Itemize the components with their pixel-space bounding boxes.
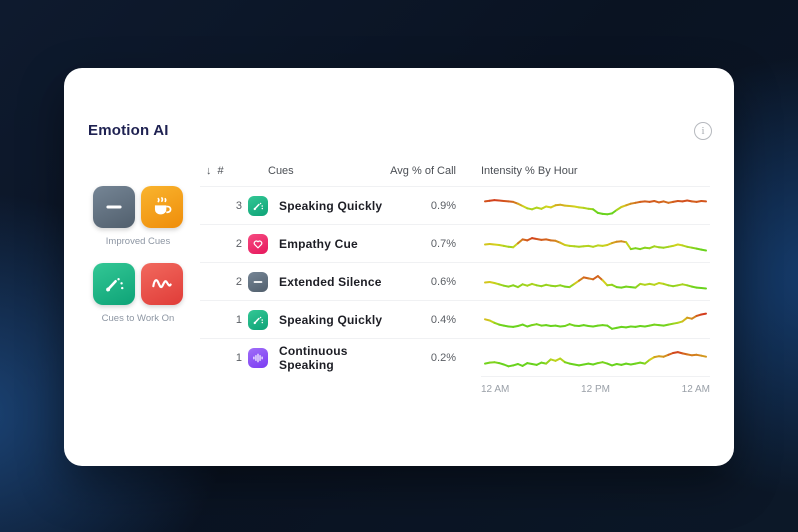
intensity-sparkline xyxy=(481,343,710,373)
monotone-wave-icon[interactable] xyxy=(141,263,183,305)
speaking-quickly-gauge-icon[interactable] xyxy=(93,263,135,305)
speaking-quickly-gauge-icon xyxy=(248,195,268,216)
sparkline-x-axis: 12 AM 12 PM 12 AM xyxy=(481,376,710,395)
table-row[interactable]: 1 Speaking Quickly 0.4% xyxy=(200,300,710,338)
intensity-header: Intensity % By Hour xyxy=(481,165,578,177)
cue-label: Speaking Quickly xyxy=(279,198,383,213)
cues-header: Cues xyxy=(268,165,294,177)
cue-count: 1 xyxy=(235,313,242,326)
cue-label: Continuous Speaking xyxy=(279,343,348,372)
improved-cues-label: Improved Cues xyxy=(105,236,171,247)
avg-value: 0.6% xyxy=(430,275,456,288)
page-title: Emotion AI xyxy=(88,122,169,139)
table-row[interactable]: 2 Empathy Cue 0.7% xyxy=(200,224,710,262)
extended-silence-icon[interactable] xyxy=(93,186,135,228)
table-header: ↓ # Cues Avg % of Call Intensity % By Hou… xyxy=(200,156,710,186)
cues-to-work-on-label: Cues to Work On xyxy=(101,313,175,324)
cue-count: 2 xyxy=(235,237,242,250)
x-tick: 12 AM xyxy=(681,384,710,395)
cue-count: 2 xyxy=(235,275,242,288)
cue-legend: Improved Cues xyxy=(90,186,186,340)
avg-value: 0.4% xyxy=(430,313,456,326)
warm-up-coffee-icon[interactable] xyxy=(141,186,183,228)
rank-header-label: # xyxy=(217,165,224,177)
table-row[interactable]: 3 Speaking Quickly 0.9% xyxy=(200,186,710,224)
improved-cues-group: Improved Cues xyxy=(90,186,186,247)
sort-rank-header[interactable]: ↓ # xyxy=(200,165,268,177)
table-row[interactable]: 2 Extended Silence 0.6% xyxy=(200,262,710,300)
avg-value: 0.9% xyxy=(430,199,456,212)
x-tick: 12 AM xyxy=(481,384,510,395)
empathy-heart-icon xyxy=(248,233,268,254)
sort-down-icon[interactable]: ↓ xyxy=(206,165,212,177)
cues-table: ↓ # Cues Avg % of Call Intensity % By Hou… xyxy=(200,156,710,395)
cue-count: 1 xyxy=(235,351,242,364)
cue-label: Extended Silence xyxy=(279,274,382,289)
table-row[interactable]: 1 Continuous Speaking 0.2% xyxy=(200,338,710,376)
x-tick: 12 PM xyxy=(581,384,610,395)
intensity-sparkline xyxy=(481,191,710,221)
intensity-sparkline xyxy=(481,229,710,259)
intensity-sparkline xyxy=(481,305,710,335)
avg-value: 0.2% xyxy=(430,351,456,364)
cue-label: Empathy Cue xyxy=(279,236,358,251)
cue-count: 3 xyxy=(235,199,242,212)
info-icon[interactable]: i xyxy=(694,122,712,140)
extended-silence-icon xyxy=(248,271,268,292)
emotion-ai-card: Emotion AI i Improved Cu xyxy=(64,68,734,466)
cues-to-work-on-group: Cues to Work On xyxy=(90,263,186,324)
continuous-speaking-wave-icon xyxy=(248,347,268,368)
avg-value: 0.7% xyxy=(430,237,456,250)
cue-label: Speaking Quickly xyxy=(279,312,383,327)
speaking-quickly-gauge-icon xyxy=(248,309,268,330)
intensity-sparkline xyxy=(481,267,710,297)
avg-header: Avg % of Call xyxy=(390,165,456,177)
